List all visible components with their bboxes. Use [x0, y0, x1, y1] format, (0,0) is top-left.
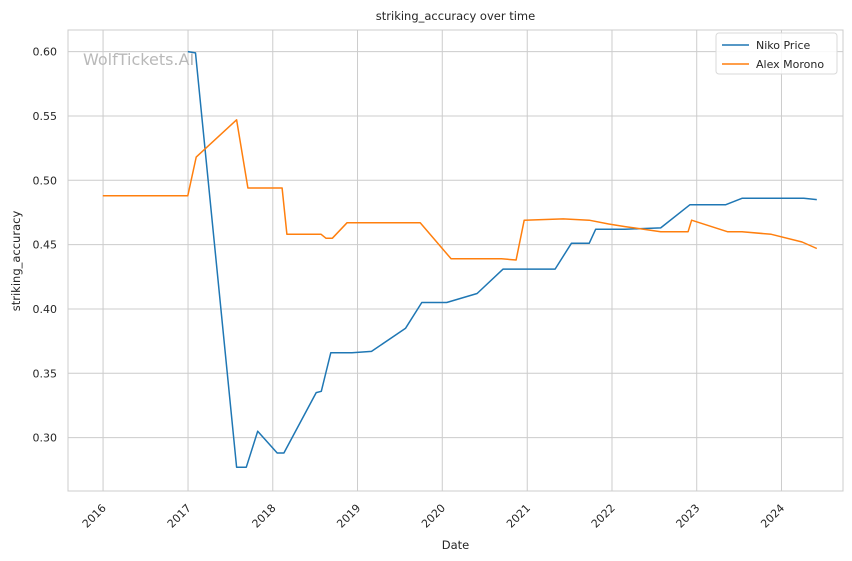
grid: [68, 30, 843, 491]
y-tick-label: 0.60: [33, 46, 58, 59]
y-tick-label: 0.40: [33, 303, 58, 316]
y-tick-label: 0.50: [33, 174, 58, 187]
series-line-1: [187, 50, 817, 468]
plot-frame: [67, 29, 844, 492]
legend: Niko Price Alex Morono: [715, 32, 838, 75]
series-lines: [102, 50, 818, 468]
legend-label: Alex Morono: [756, 58, 824, 71]
y-tick-label: 0.55: [33, 110, 58, 123]
y-tick-label: 0.35: [33, 367, 58, 380]
watermark: WolfTickets.AI: [83, 50, 194, 69]
y-tick-label: 0.30: [33, 432, 58, 445]
series-line-2: [102, 119, 818, 261]
legend-label: Niko Price: [756, 39, 811, 52]
chart-title: striking_accuracy over time: [376, 9, 535, 23]
x-axis-label: Date: [442, 538, 470, 552]
y-axis-label: striking_accuracy: [9, 211, 23, 312]
y-tick-label: 0.45: [33, 239, 58, 252]
y-axis: 0.30 0.35 0.40 0.45 0.50 0.55 0.60: [33, 46, 58, 445]
